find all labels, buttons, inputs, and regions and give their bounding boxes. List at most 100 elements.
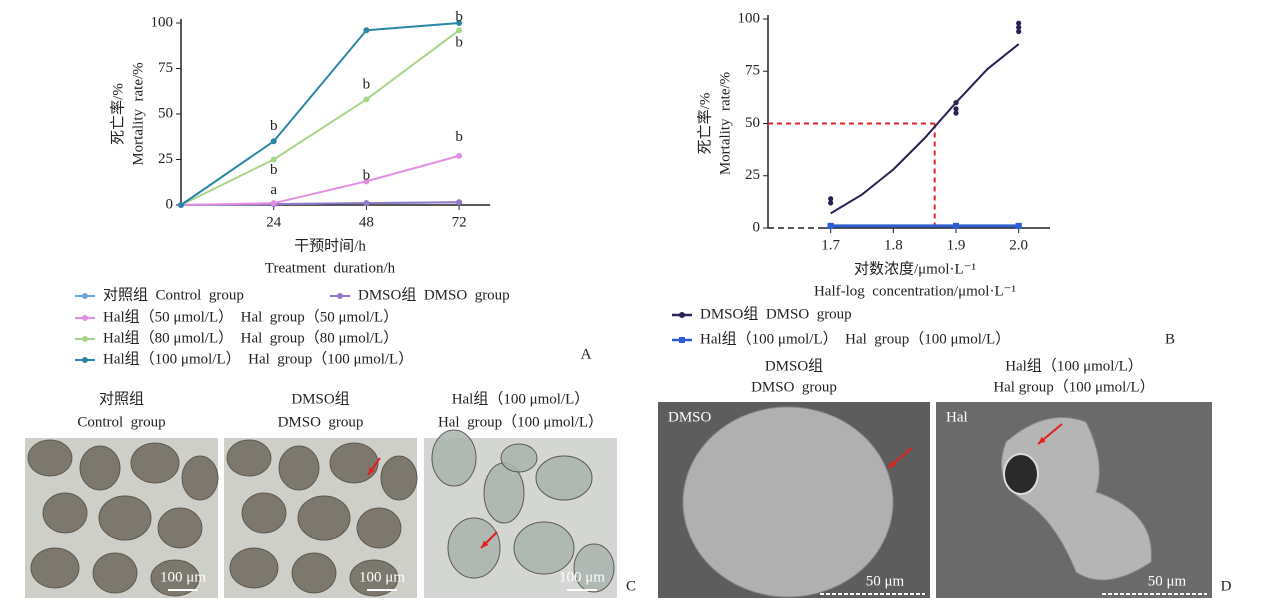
organism <box>682 406 894 598</box>
y-tick-label: 0 <box>166 196 174 212</box>
scale-bar-label: 50 μm <box>866 573 905 589</box>
legend-label: Hal组（100 μmol/L） Hal group（100 μmol/L） <box>103 350 413 367</box>
scale-bar-label: 100 μm <box>359 569 405 585</box>
organism <box>229 547 279 589</box>
series-line <box>180 29 460 206</box>
y-tick-label: 0 <box>753 219 761 235</box>
y-tick-label: 25 <box>745 167 760 183</box>
legend-label: DMSO组 DMSO group <box>358 286 510 303</box>
data-point <box>456 152 463 159</box>
y-tick-label: 50 <box>745 115 760 131</box>
image-title: Control group <box>77 414 165 430</box>
legend-label: 对照组 Control group <box>103 286 244 303</box>
image-title: Hal组（100 μmol/L） <box>452 390 590 407</box>
organism <box>431 429 477 487</box>
y-tick-label: 50 <box>158 105 173 121</box>
y-tick-label: 100 <box>738 10 761 26</box>
x-axis-label: 干预时间/h <box>294 237 366 254</box>
significance-label: b <box>270 162 278 178</box>
x-tick-label: 48 <box>359 214 374 230</box>
scale-bar-label: 100 μm <box>160 569 206 585</box>
scale-bar-label: 50 μm <box>1148 573 1187 589</box>
organism <box>42 492 88 534</box>
legend-marker <box>82 336 88 342</box>
organism <box>92 552 138 594</box>
data-point <box>1015 222 1022 229</box>
x-tick-label: 2.0 <box>1009 237 1028 253</box>
organism <box>380 455 418 501</box>
significance-label: a <box>270 182 277 198</box>
data-point <box>270 200 277 207</box>
legend-label: DMSO组 DMSO group <box>700 305 852 322</box>
legend-label: Hal组（50 μmol/L） Hal group（50 μmol/L） <box>103 308 398 325</box>
organism <box>349 559 399 597</box>
x-axis-label: 对数浓度/μmol·L⁻¹ <box>854 260 976 277</box>
legend-marker <box>82 293 88 299</box>
organism <box>500 443 538 473</box>
legend-marker <box>82 315 88 321</box>
data-point <box>827 222 834 229</box>
data-point <box>363 200 370 207</box>
x-tick-label: 1.8 <box>884 237 903 253</box>
organism <box>297 495 351 541</box>
significance-label: b <box>363 167 371 183</box>
organism <box>98 495 152 541</box>
y-axis-label: Mortality rate/% <box>717 72 733 175</box>
data-point <box>953 106 959 112</box>
data-point <box>953 110 959 116</box>
y-axis-label: 死亡率/% <box>696 93 713 155</box>
panel-label: A <box>581 346 592 362</box>
organism <box>278 445 320 491</box>
significance-label: b <box>455 129 463 145</box>
y-tick-label: 75 <box>745 63 760 79</box>
data-point <box>270 138 277 145</box>
legend-marker <box>82 357 88 363</box>
data-point <box>1016 28 1022 35</box>
data-point <box>363 27 370 34</box>
y-axis-label: 死亡率/% <box>109 83 126 145</box>
organism <box>181 455 219 501</box>
data-point <box>828 196 834 202</box>
legend-marker <box>679 337 685 343</box>
data-point <box>456 20 463 26</box>
organism <box>535 455 593 501</box>
y-tick-label: 25 <box>158 151 173 167</box>
image-tag: DMSO <box>668 409 712 425</box>
organism <box>291 552 337 594</box>
data-point <box>270 156 277 163</box>
arrow-head <box>481 540 489 548</box>
series-line <box>180 22 460 206</box>
data-point <box>363 178 370 185</box>
x-tick-label: 1.9 <box>947 237 966 253</box>
organism <box>513 521 575 575</box>
image-title: DMSO group <box>278 414 364 430</box>
significance-label: b <box>455 34 463 50</box>
panel-label: D <box>1221 578 1232 594</box>
significance-label: b <box>270 118 278 134</box>
x-tick-label: 24 <box>266 214 282 230</box>
organism <box>573 543 615 593</box>
scale-bar-label: 100 μm <box>559 569 605 585</box>
organism <box>241 492 287 534</box>
y-tick-label: 75 <box>158 60 173 76</box>
organism <box>1001 417 1152 581</box>
x-axis-label: Treatment duration/h <box>265 260 396 276</box>
arrow-head <box>888 460 896 468</box>
fit-curve <box>830 43 1020 215</box>
image-title: Hal group（100 μmol/L） <box>993 378 1154 395</box>
lesion <box>1003 453 1039 495</box>
data-point <box>456 27 463 34</box>
data-point <box>1016 20 1022 26</box>
organism <box>329 442 379 484</box>
organism <box>130 442 180 484</box>
data-point <box>363 96 370 103</box>
arrow-head <box>1038 436 1046 444</box>
data-point <box>456 199 463 206</box>
data-point <box>828 200 834 206</box>
x-tick-label: 1.7 <box>821 237 840 253</box>
x-axis-label: Half-log concentration/μmol·L⁻¹ <box>814 283 1016 299</box>
data-point <box>953 222 959 229</box>
significance-label: b <box>455 9 463 25</box>
organism <box>79 445 121 491</box>
